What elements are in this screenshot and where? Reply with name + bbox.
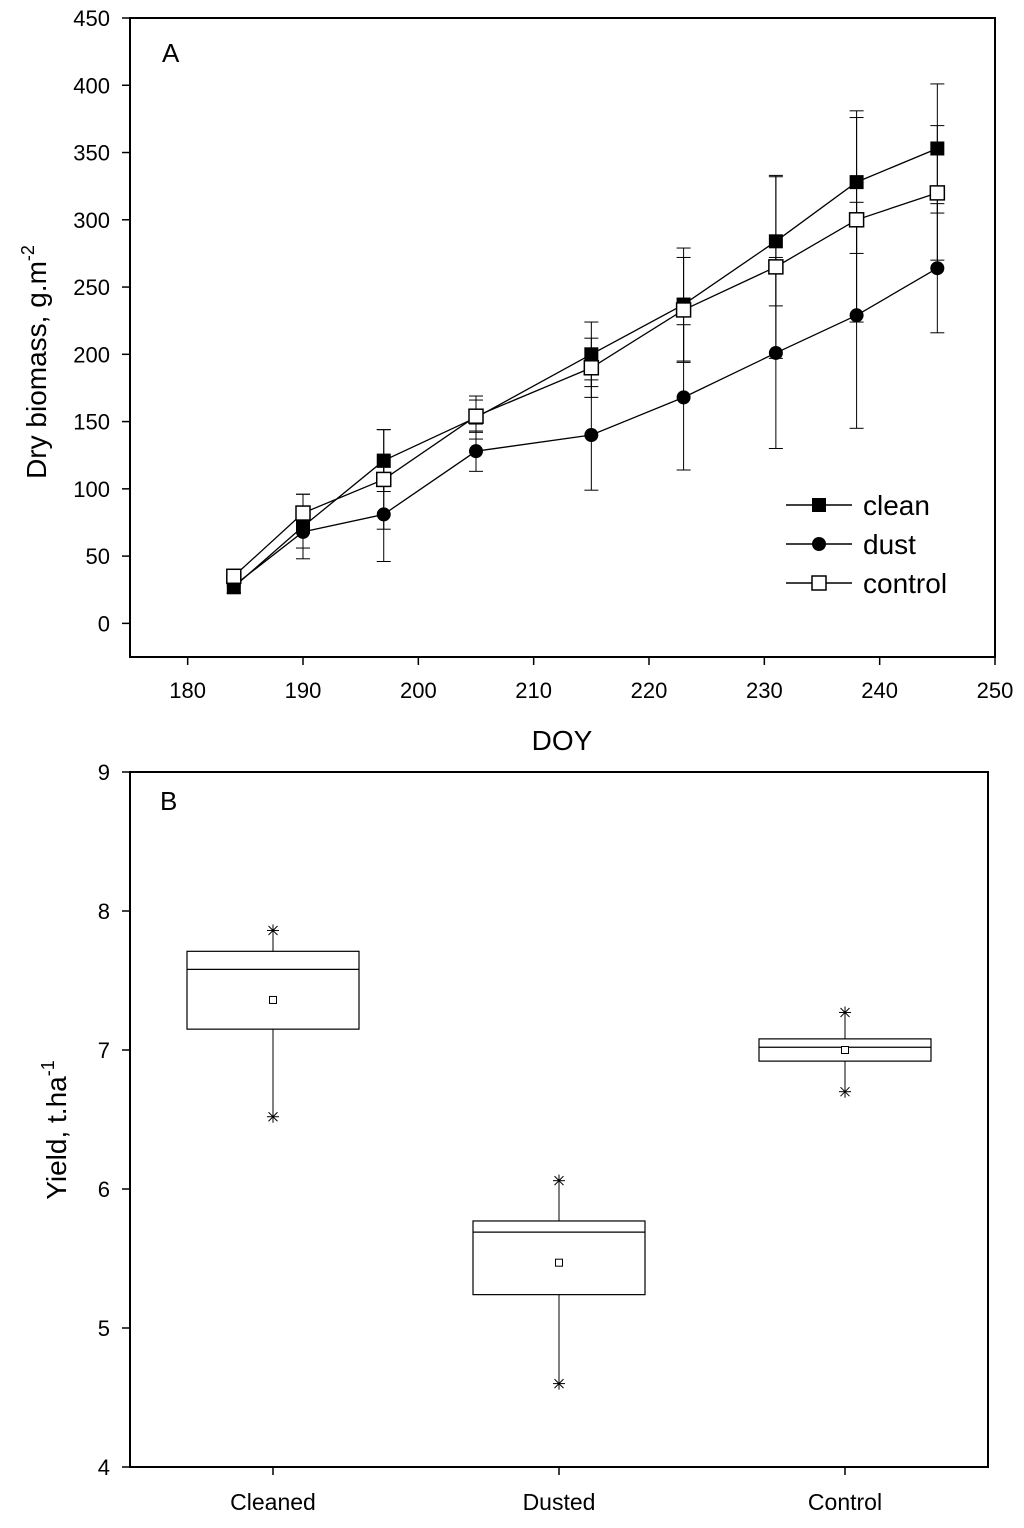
- point-control-184: [226, 568, 242, 585]
- min-marker-dusted: [553, 1377, 565, 1390]
- panel-a-x-axis-label: DOY: [532, 725, 593, 756]
- min-marker-control-d2: [840, 1086, 850, 1097]
- point-control-190: [295, 505, 311, 521]
- series-line-control: [233, 192, 938, 577]
- point-dust-205: [469, 444, 483, 459]
- x-tick-label-200: 200: [400, 678, 437, 703]
- panel-b-label: B: [160, 786, 177, 816]
- x-tick-label-250: 250: [977, 678, 1014, 703]
- y-tick-label-300: 300: [73, 208, 110, 233]
- y-tick-label-350: 350: [73, 141, 110, 166]
- legend-marker-control: [811, 575, 827, 591]
- y-tick-label-200: 200: [73, 342, 110, 367]
- panel-b-boxes: [186, 924, 932, 1390]
- b-y-tick-label-4: 4: [98, 1455, 110, 1480]
- max-marker-control-d2: [840, 1007, 850, 1018]
- max-marker-cleaned-d2: [268, 925, 278, 936]
- mean-marker-dusted: [555, 1258, 563, 1267]
- box-cleaned: [186, 924, 360, 1123]
- point-control-197: [375, 471, 392, 488]
- mean-marker-cleaned: [269, 995, 277, 1004]
- panel-b-y-axis-label-superscript: -1: [38, 1060, 58, 1076]
- min-marker-control: [839, 1085, 851, 1098]
- max-marker-control: [839, 1006, 851, 1019]
- max-marker-cleaned: [267, 924, 279, 937]
- min-marker-dusted-d2: [554, 1378, 564, 1389]
- panel-a-axes: 180 190 200 210 220 230 240 250 0 50 100 150 200 250 3…: [73, 6, 1013, 703]
- point-dust-245: [930, 261, 945, 276]
- max-marker-dusted: [553, 1174, 565, 1187]
- b-y-tick-label-7: 7: [98, 1038, 110, 1063]
- point-control-245: [929, 185, 946, 201]
- box-body-control: [758, 1038, 932, 1062]
- panel-b-y-axis-label: Yield, t.ha-1: [38, 1060, 72, 1200]
- legend-marker-clean: [812, 498, 826, 512]
- panel-a-plot-frame: [129, 17, 996, 658]
- point-control-231: [768, 259, 784, 275]
- box-body-dusted: [472, 1220, 646, 1296]
- panel-a-series: [226, 83, 946, 595]
- panel-a-biomass-chart: A 180 190 200 210 220 230 240 250 0 50 100 150 200 25…: [18, 6, 1013, 756]
- max-marker-dusted-d2: [554, 1175, 564, 1186]
- panel-b-yield-chart: B 4 5 6 7 8 9 Cleaned Dusted Control Yield, t.ha…: [38, 760, 989, 1515]
- y-tick-label-100: 100: [73, 477, 110, 502]
- b-y-tick-label-6: 6: [98, 1177, 110, 1202]
- panel-a-label: A: [162, 38, 180, 68]
- y-tick-label-250: 250: [73, 275, 110, 300]
- point-dust-215: [584, 428, 599, 443]
- legend-label-dust: dust: [863, 529, 916, 560]
- series-clean: [226, 83, 945, 595]
- b-x-tick-label-control: Control: [808, 1489, 882, 1515]
- panel-b-y-axis-label-main: Yield, t.ha: [41, 1076, 72, 1200]
- x-tick-label-230: 230: [746, 678, 783, 703]
- series-control: [226, 117, 946, 585]
- legend-label-clean: clean: [863, 490, 930, 521]
- box-dusted: [472, 1174, 646, 1390]
- b-y-tick-label-8: 8: [98, 899, 110, 924]
- point-control-238: [848, 212, 865, 228]
- point-control-205: [468, 408, 484, 424]
- box-body-cleaned: [186, 950, 360, 1030]
- panel-a-y-axis-label-superscript: -2: [18, 245, 38, 261]
- y-tick-label-50: 50: [86, 544, 110, 569]
- min-marker-cleaned: [267, 1110, 279, 1123]
- b-x-tick-label-dusted: Dusted: [523, 1489, 596, 1515]
- b-y-tick-label-5: 5: [98, 1316, 110, 1341]
- y-tick-label-450: 450: [73, 6, 110, 31]
- b-y-tick-label-9: 9: [98, 760, 110, 785]
- x-tick-label-190: 190: [285, 678, 322, 703]
- x-tick-label-210: 210: [515, 678, 552, 703]
- point-control-215: [583, 360, 600, 376]
- point-dust-223: [676, 390, 691, 405]
- series-line-dust: [233, 267, 938, 587]
- panel-a-y-axis-label: Dry biomass, g.m-2: [18, 245, 52, 479]
- y-tick-label-150: 150: [73, 410, 110, 435]
- x-tick-label-240: 240: [861, 678, 898, 703]
- panel-a-legend: clean dust control: [786, 490, 947, 599]
- b-x-tick-label-cleaned: Cleaned: [230, 1489, 316, 1515]
- panel-b-axes: 4 5 6 7 8 9 Cleaned Dusted Control: [98, 760, 882, 1515]
- mean-marker-control: [841, 1046, 849, 1054]
- y-tick-label-400: 400: [73, 73, 110, 98]
- panel-a-y-axis-label-main: Dry biomass, g.m: [21, 261, 52, 479]
- legend-label-control: control: [863, 568, 947, 599]
- legend-marker-dust: [812, 537, 826, 551]
- x-tick-label-180: 180: [169, 678, 206, 703]
- y-tick-label-0: 0: [98, 611, 110, 636]
- box-control: [758, 1006, 932, 1098]
- min-marker-cleaned-d2: [268, 1111, 278, 1122]
- x-tick-label-220: 220: [631, 678, 668, 703]
- point-control-223: [675, 302, 692, 318]
